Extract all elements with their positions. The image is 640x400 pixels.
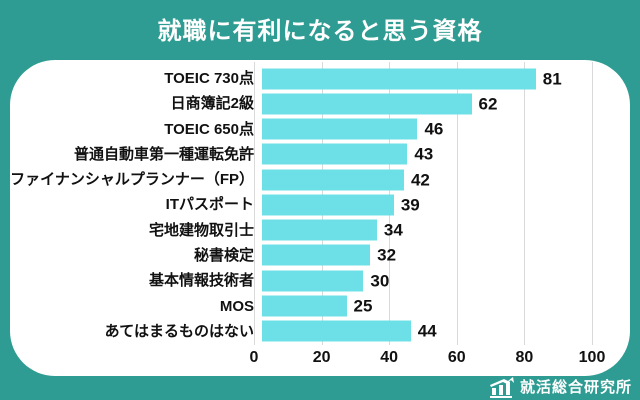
bar-row: TOEIC 730点 81 (10, 66, 630, 91)
bar-track: 46 (262, 117, 630, 142)
category-label: MOS (219, 297, 254, 315)
category-label: 基本情報技術者 (148, 272, 254, 290)
bar-row: TOEIC 650点 46 (10, 117, 630, 142)
value-label: 42 (410, 170, 430, 190)
bar (262, 295, 347, 317)
value-label: 46 (424, 119, 444, 139)
bar (262, 244, 371, 266)
gridline (524, 62, 526, 345)
x-tick-label: 80 (515, 349, 534, 366)
footer-brand: 就活総合研究所 (489, 376, 632, 398)
value-label: 81 (542, 69, 562, 89)
bar (262, 270, 364, 292)
category-label: 日商簿記2級 (170, 95, 254, 113)
bar-track: 44 (262, 319, 630, 344)
category-label: 宅地建物取引士 (148, 221, 254, 239)
gridline (254, 62, 255, 345)
value-label: 44 (417, 321, 437, 341)
bar (262, 194, 394, 216)
category-label: TOEIC 650点 (164, 120, 254, 138)
bar-track: 32 (262, 243, 630, 268)
bar-row: ITパスポート 39 (10, 192, 630, 217)
bar-track: 30 (262, 268, 630, 293)
chart-card: TOEIC 730点 81 日商簿記2級 62 TOEIC 650点 46 普通自動車第一種… (10, 60, 630, 376)
bar-row: 日商簿記2級 62 (10, 91, 630, 116)
bar (262, 219, 377, 241)
x-tick-label: 40 (380, 349, 399, 366)
bar (262, 169, 404, 191)
bar (262, 320, 411, 342)
bar-track: 42 (262, 167, 630, 192)
bar-row: あてはまるものはない 44 (10, 319, 630, 344)
page-title: 就職に有利になると思う資格 (157, 18, 483, 45)
bar-row: 宅地建物取引士 34 (10, 218, 630, 243)
value-label: 30 (370, 271, 390, 291)
category-label: TOEIC 730点 (164, 70, 254, 88)
bar (262, 68, 536, 90)
bar-row: 普通自動車第一種運転免許 43 (10, 142, 630, 167)
bar-track: 81 (262, 66, 630, 91)
bar-row: MOS 25 (10, 293, 630, 318)
bar-row: 基本情報技術者 30 (10, 268, 630, 293)
x-axis: 0 20 40 60 80 100 (10, 349, 630, 367)
bar-chart-rising-icon (489, 376, 514, 398)
brand-name: 就活総合研究所 (519, 378, 632, 396)
bar (262, 93, 472, 115)
bar-chart: TOEIC 730点 81 日商簿記2級 62 TOEIC 650点 46 普通自動車第一種… (10, 66, 630, 344)
value-label: 62 (478, 94, 498, 114)
gridline (592, 62, 593, 345)
category-label: 普通自動車第一種運転免許 (73, 145, 254, 163)
bar-row: 秘書検定 32 (10, 243, 630, 268)
category-label: 秘書検定 (193, 246, 254, 264)
x-tick-label: 0 (249, 349, 259, 366)
category-label: ITパスポート (165, 196, 254, 214)
bar (262, 143, 408, 165)
bar-track: 62 (262, 91, 630, 116)
x-tick-label: 20 (312, 349, 331, 366)
bar (262, 118, 418, 140)
category-label: あてはまるものはない (104, 322, 254, 340)
value-label: 25 (353, 296, 373, 316)
bar-track: 25 (262, 293, 630, 318)
value-label: 32 (377, 245, 397, 265)
bar-track: 34 (262, 218, 630, 243)
value-label: 34 (383, 220, 403, 240)
bar-row: ファイナンシャルプランナー（FP） 42 (10, 167, 630, 192)
gridline (456, 62, 458, 345)
x-tick-label: 60 (447, 349, 466, 366)
value-label: 43 (414, 144, 434, 164)
x-tick-label: 100 (578, 349, 606, 366)
category-label: ファイナンシャルプランナー（FP） (10, 171, 254, 189)
value-label: 39 (400, 195, 420, 215)
bar-track: 43 (262, 142, 630, 167)
bar-track: 39 (262, 192, 630, 217)
